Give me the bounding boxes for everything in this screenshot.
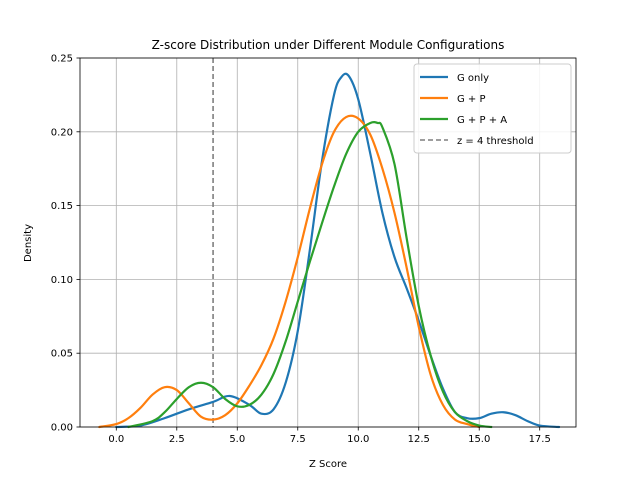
plot-frame	[79, 57, 577, 428]
legend-label-g-only: G only	[457, 73, 489, 84]
series-line-g-p-a	[127, 121, 493, 429]
series-layer	[98, 72, 561, 429]
y-tick-label: 0.15	[51, 201, 73, 212]
x-tick-label: 0.0	[108, 434, 124, 445]
y-tick-label: 0.25	[51, 54, 73, 65]
legend-box	[413, 63, 572, 154]
legend-label-g-p-a: G + P + A	[457, 115, 507, 126]
y-axis-ticks: 0.00 0.05 0.10 0.15 0.20 0.25	[51, 54, 80, 434]
y-tick-label: 0.10	[51, 275, 73, 286]
series-line-g-p	[98, 114, 481, 429]
x-tick-label: 10.0	[347, 434, 369, 445]
chart-title: Z-score Distribution under Different Mod…	[152, 38, 505, 52]
x-tick-label: 12.5	[408, 434, 430, 445]
x-tick-label: 17.5	[529, 434, 551, 445]
legend-label-g-p: G + P	[457, 94, 486, 105]
y-axis-label: Density	[23, 224, 34, 262]
y-tick-label: 0.00	[51, 423, 73, 434]
x-axis-label: Z Score	[309, 459, 347, 470]
y-tick-label: 0.20	[51, 127, 73, 138]
x-tick-label: 5.0	[229, 434, 245, 445]
series-line-g-only	[115, 72, 561, 429]
legend-label-threshold: z = 4 threshold	[457, 136, 534, 147]
x-tick-label: 15.0	[468, 434, 490, 445]
x-axis-ticks: 0.0 2.5 5.0 7.5 10.0 12.5 15.0 17.5	[108, 427, 551, 445]
y-tick-label: 0.05	[51, 349, 73, 360]
x-tick-label: 7.5	[290, 434, 306, 445]
legend: G only G + P G + P + A z = 4 threshold	[413, 63, 572, 154]
x-tick-label: 2.5	[169, 434, 185, 445]
